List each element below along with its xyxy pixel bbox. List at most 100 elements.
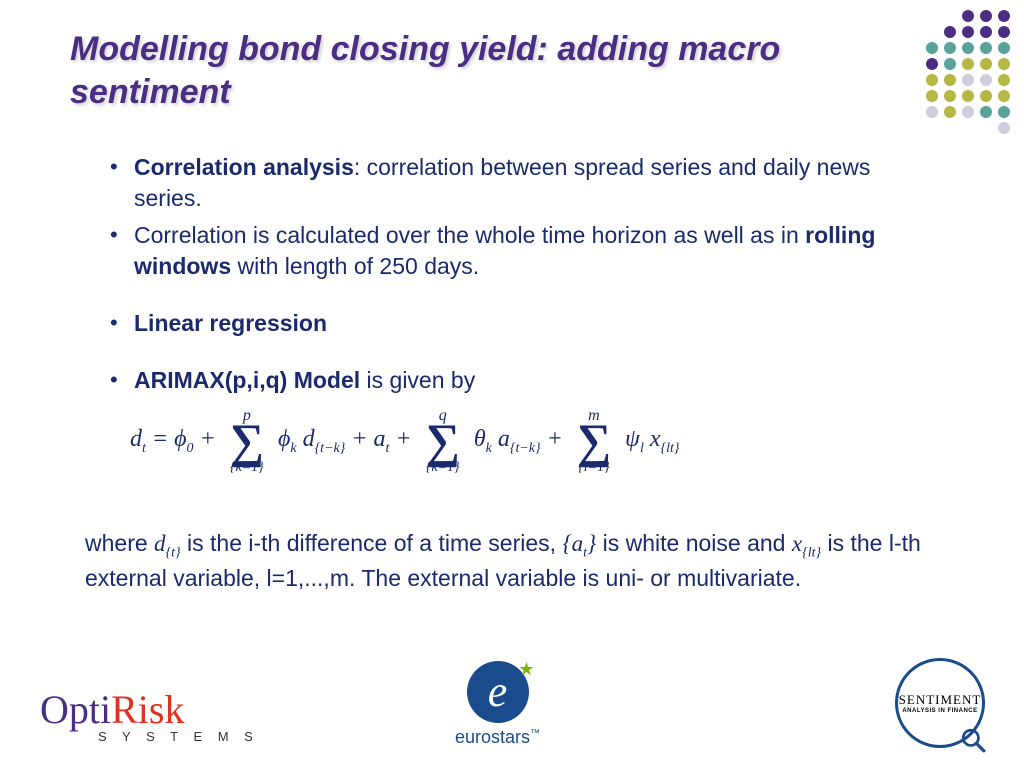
- f-t1b-sub: {t−k}: [315, 441, 346, 456]
- f-sum2: q ∑ {k=1}: [426, 408, 460, 475]
- f-t4a-sub: l: [640, 441, 644, 456]
- w-x-sub: {lt}: [802, 546, 821, 561]
- f-t2: a: [374, 426, 386, 452]
- arimax-formula: dt = ϕ0 + p ∑ {k=1} ϕk d{t−k} + at + q ∑…: [130, 408, 950, 475]
- bullet-arimax: ARIMAX(p,i,q) Model is given by: [110, 365, 930, 396]
- bullet-rolling-pre: Correlation is calculated over the whole…: [134, 222, 805, 248]
- f-t1a: ϕ: [278, 426, 290, 452]
- footer-logos: OptiRisk S Y S T E M S e ★ eurostars™ SE…: [0, 644, 1024, 754]
- f-sum3-bot: {l=1}: [578, 461, 610, 475]
- sentiment-line1: SENTIMENT: [899, 692, 982, 708]
- eurostars-e-icon: e: [488, 670, 508, 714]
- dot-icon: [980, 106, 992, 118]
- dot-icon: [926, 106, 938, 118]
- bullet-linreg-text: Linear regression: [134, 310, 327, 336]
- dot-icon: [962, 42, 974, 54]
- f-plus3: +: [395, 426, 411, 452]
- f-t1a-sub: k: [290, 441, 296, 456]
- f-t3b: a: [498, 426, 510, 452]
- magnifier-icon: [960, 727, 986, 753]
- f-t1b: d: [303, 426, 315, 452]
- f-sum1-bot: {k=1}: [230, 461, 264, 475]
- f-sum1: p ∑ {k=1}: [230, 408, 264, 475]
- trademark-icon: ™: [530, 728, 540, 739]
- eurostars-text: eurostars: [455, 727, 530, 747]
- dot-icon: [944, 42, 956, 54]
- bullet-linreg: Linear regression: [110, 308, 930, 339]
- w-a: {a: [562, 531, 583, 556]
- dot-icon: [998, 42, 1010, 54]
- f-plus4: +: [547, 426, 563, 452]
- dot-icon: [998, 26, 1010, 38]
- sentiment-logo: SENTIMENT ANALYSIS IN FINANCE: [880, 658, 1000, 748]
- dot-icon: [998, 106, 1010, 118]
- bullet-rolling: Correlation is calculated over the whole…: [110, 220, 930, 282]
- dot-icon: [980, 26, 992, 38]
- dot-icon: [962, 10, 974, 22]
- dot-icon: [980, 90, 992, 102]
- dot-icon: [980, 10, 992, 22]
- w-w3: is white noise and: [603, 530, 792, 556]
- f-t3a: θ: [474, 426, 486, 452]
- w-a-close: }: [587, 531, 596, 556]
- dot-icon: [962, 26, 974, 38]
- dot-icon: [944, 26, 956, 38]
- w-d-sub: {t}: [166, 546, 181, 561]
- bullet-arimax-rest: is given by: [360, 367, 475, 393]
- optirisk-logo: OptiRisk S Y S T E M S: [40, 686, 259, 744]
- w-d: d: [154, 531, 166, 556]
- dot-icon: [998, 90, 1010, 102]
- dot-icon: [962, 90, 974, 102]
- dot-icon: [926, 74, 938, 86]
- dot-icon: [998, 58, 1010, 70]
- f-sum3: m ∑ {l=1}: [577, 408, 611, 475]
- sentiment-ring-icon: SENTIMENT ANALYSIS IN FINANCE: [895, 658, 985, 748]
- bullet-correlation-bold: Correlation analysis: [134, 154, 354, 180]
- dot-icon: [980, 42, 992, 54]
- f-phi0-sub: 0: [187, 441, 194, 456]
- where-text: where d{t} is the i-th difference of a t…: [85, 528, 945, 595]
- f-plus2: +: [351, 426, 373, 452]
- dot-icon: [980, 58, 992, 70]
- bullet-correlation: Correlation analysis: correlation betwee…: [110, 152, 930, 214]
- sigma-icon: ∑: [230, 422, 264, 463]
- dot-icon: [944, 106, 956, 118]
- sentiment-line2: ANALYSIS IN FINANCE: [902, 708, 977, 714]
- f-t4a: ψ: [625, 426, 640, 452]
- dot-icon: [926, 58, 938, 70]
- f-sum2-bot: {k=1}: [426, 461, 460, 475]
- f-eq: =: [152, 426, 174, 452]
- f-t3a-sub: k: [486, 441, 492, 456]
- f-t4b-sub: {lt}: [660, 441, 679, 456]
- content-body: Correlation analysis: correlation betwee…: [110, 152, 930, 402]
- f-lhs: d: [130, 426, 142, 452]
- dot-icon: [998, 74, 1010, 86]
- dot-icon: [944, 58, 956, 70]
- dot-icon: [926, 42, 938, 54]
- f-t4b: x: [650, 426, 661, 452]
- eurostars-logo: e ★ eurostars™: [455, 661, 540, 748]
- eurostars-circle-icon: e ★: [467, 661, 529, 723]
- dot-icon: [998, 10, 1010, 22]
- dot-icon: [980, 74, 992, 86]
- w-w2: is the i-th difference of a time series,: [187, 530, 562, 556]
- dot-icon: [962, 58, 974, 70]
- optirisk-systems: S Y S T E M S: [98, 729, 259, 744]
- optirisk-risk: Risk: [111, 687, 184, 732]
- f-plus1: +: [200, 426, 216, 452]
- f-t2-sub: t: [386, 441, 390, 456]
- f-lhs-sub: t: [142, 441, 146, 456]
- page-title: Modelling bond closing yield: adding mac…: [70, 28, 850, 113]
- f-phi0: ϕ: [174, 426, 186, 452]
- dot-icon: [944, 74, 956, 86]
- dot-icon: [962, 74, 974, 86]
- corner-dots: [880, 10, 1010, 138]
- dot-icon: [962, 106, 974, 118]
- w-w1: where: [85, 530, 154, 556]
- dot-icon: [998, 122, 1010, 134]
- bullet-arimax-bold: ARIMAX(p,i,q) Model: [134, 367, 360, 393]
- optirisk-opti: Opti: [40, 687, 111, 732]
- dot-icon: [926, 90, 938, 102]
- dot-icon: [944, 90, 956, 102]
- star-icon: ★: [518, 659, 534, 680]
